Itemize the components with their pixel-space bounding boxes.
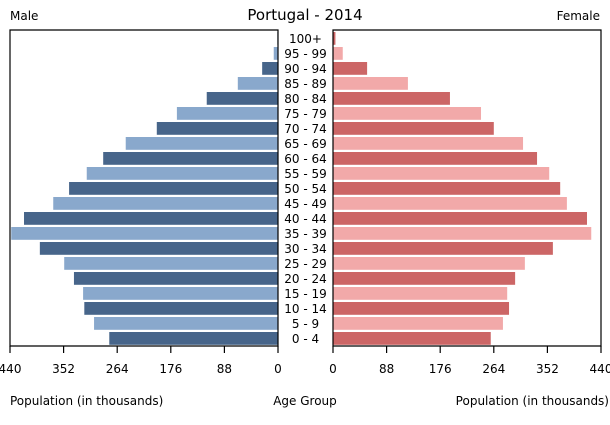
age-group-label: 20 - 24 xyxy=(284,272,327,286)
female-x-tick-label: 176 xyxy=(429,362,452,376)
male-bar-70-74 xyxy=(156,122,278,135)
female-bar-30-34 xyxy=(333,242,553,255)
female-bar-40-44 xyxy=(333,212,587,225)
age-group-label: 60 - 64 xyxy=(284,152,327,166)
male-bars xyxy=(11,32,279,345)
male-x-tick-label: 0 xyxy=(274,362,282,376)
male-bar-95-99 xyxy=(273,47,278,60)
male-bar-40-44 xyxy=(24,212,278,225)
male-bar-60-64 xyxy=(103,152,278,165)
male-bar-10-14 xyxy=(84,302,279,315)
female-bar-80-84 xyxy=(333,92,450,105)
age-group-label: 65 - 69 xyxy=(284,137,327,151)
age-group-label: 15 - 19 xyxy=(284,287,327,301)
male-bar-5-9 xyxy=(94,317,279,330)
male-bar-85-89 xyxy=(237,77,278,90)
female-bar-95-99 xyxy=(333,47,343,60)
female-bar-25-29 xyxy=(333,257,525,270)
female-bar-15-19 xyxy=(333,287,508,300)
male-bar-75-79 xyxy=(176,107,278,120)
female-bar-35-39 xyxy=(333,227,592,240)
female-x-tick-label: 352 xyxy=(536,362,559,376)
male-label: Male xyxy=(10,9,38,23)
age-group-label: 50 - 54 xyxy=(284,182,327,196)
female-bar-100+ xyxy=(333,32,336,45)
male-bar-65-69 xyxy=(125,137,279,150)
age-group-label: 80 - 84 xyxy=(284,92,327,106)
female-label: Female xyxy=(557,9,600,23)
female-bar-60-64 xyxy=(333,152,538,165)
age-group-label: 5 - 9 xyxy=(292,317,319,331)
female-bar-70-74 xyxy=(333,122,494,135)
age-group-label: 95 - 99 xyxy=(284,47,327,61)
male-x-tick-label: 264 xyxy=(106,362,129,376)
female-bar-0-4 xyxy=(333,332,491,345)
male-bar-90-94 xyxy=(262,62,278,75)
male-bar-45-49 xyxy=(53,197,278,210)
chart-title: Portugal - 2014 xyxy=(247,6,362,24)
male-x-axis-title: Population (in thousands) xyxy=(10,394,163,408)
female-x-tick-label: 0 xyxy=(329,362,337,376)
age-group-axis-title: Age Group xyxy=(273,394,337,408)
female-bar-5-9 xyxy=(333,317,503,330)
male-x-tick-label: 440 xyxy=(0,362,21,376)
age-group-label: 70 - 74 xyxy=(284,122,327,136)
male-bar-25-29 xyxy=(64,257,278,270)
female-x-tick-label: 88 xyxy=(379,362,394,376)
female-bar-75-79 xyxy=(333,107,482,120)
female-x-tick-label: 264 xyxy=(482,362,505,376)
female-bar-85-89 xyxy=(333,77,408,90)
age-group-label: 25 - 29 xyxy=(284,257,327,271)
female-bar-10-14 xyxy=(333,302,510,315)
male-bar-30-34 xyxy=(39,242,278,255)
age-group-label: 100+ xyxy=(289,32,322,46)
female-x-axis-title: Population (in thousands) xyxy=(456,394,609,408)
age-group-label: 90 - 94 xyxy=(284,62,327,76)
female-bar-50-54 xyxy=(333,182,561,195)
age-group-label: 40 - 44 xyxy=(284,212,327,226)
male-bar-35-39 xyxy=(11,227,279,240)
female-bar-90-94 xyxy=(333,62,368,75)
male-bar-50-54 xyxy=(69,182,278,195)
age-group-label: 10 - 14 xyxy=(284,302,327,316)
age-group-label: 30 - 34 xyxy=(284,242,327,256)
male-bar-20-24 xyxy=(73,272,278,285)
female-bar-45-49 xyxy=(333,197,567,210)
age-group-label: 45 - 49 xyxy=(284,197,327,211)
male-plot-frame xyxy=(9,29,279,347)
male-x-axis: 0 88 176 264 352 440 xyxy=(0,346,282,376)
female-x-axis: 0 88 176 264 352 440 xyxy=(329,346,610,376)
female-bar-55-59 xyxy=(333,167,550,180)
female-bar-65-69 xyxy=(333,137,524,150)
age-group-label: 0 - 4 xyxy=(292,332,319,346)
male-bar-0-4 xyxy=(109,332,278,345)
male-x-tick-label: 352 xyxy=(52,362,75,376)
male-x-tick-label: 176 xyxy=(159,362,182,376)
male-bar-15-19 xyxy=(83,287,278,300)
male-x-tick-label: 88 xyxy=(217,362,232,376)
male-bar-55-59 xyxy=(86,167,278,180)
male-bar-80-84 xyxy=(206,92,278,105)
female-bars xyxy=(333,32,592,345)
age-group-label: 55 - 59 xyxy=(284,167,327,181)
female-x-tick-label: 440 xyxy=(590,362,610,376)
age-group-label: 35 - 39 xyxy=(284,227,327,241)
female-bar-20-24 xyxy=(333,272,516,285)
age-group-label: 75 - 79 xyxy=(284,107,327,121)
age-group-label: 85 - 89 xyxy=(284,77,327,91)
